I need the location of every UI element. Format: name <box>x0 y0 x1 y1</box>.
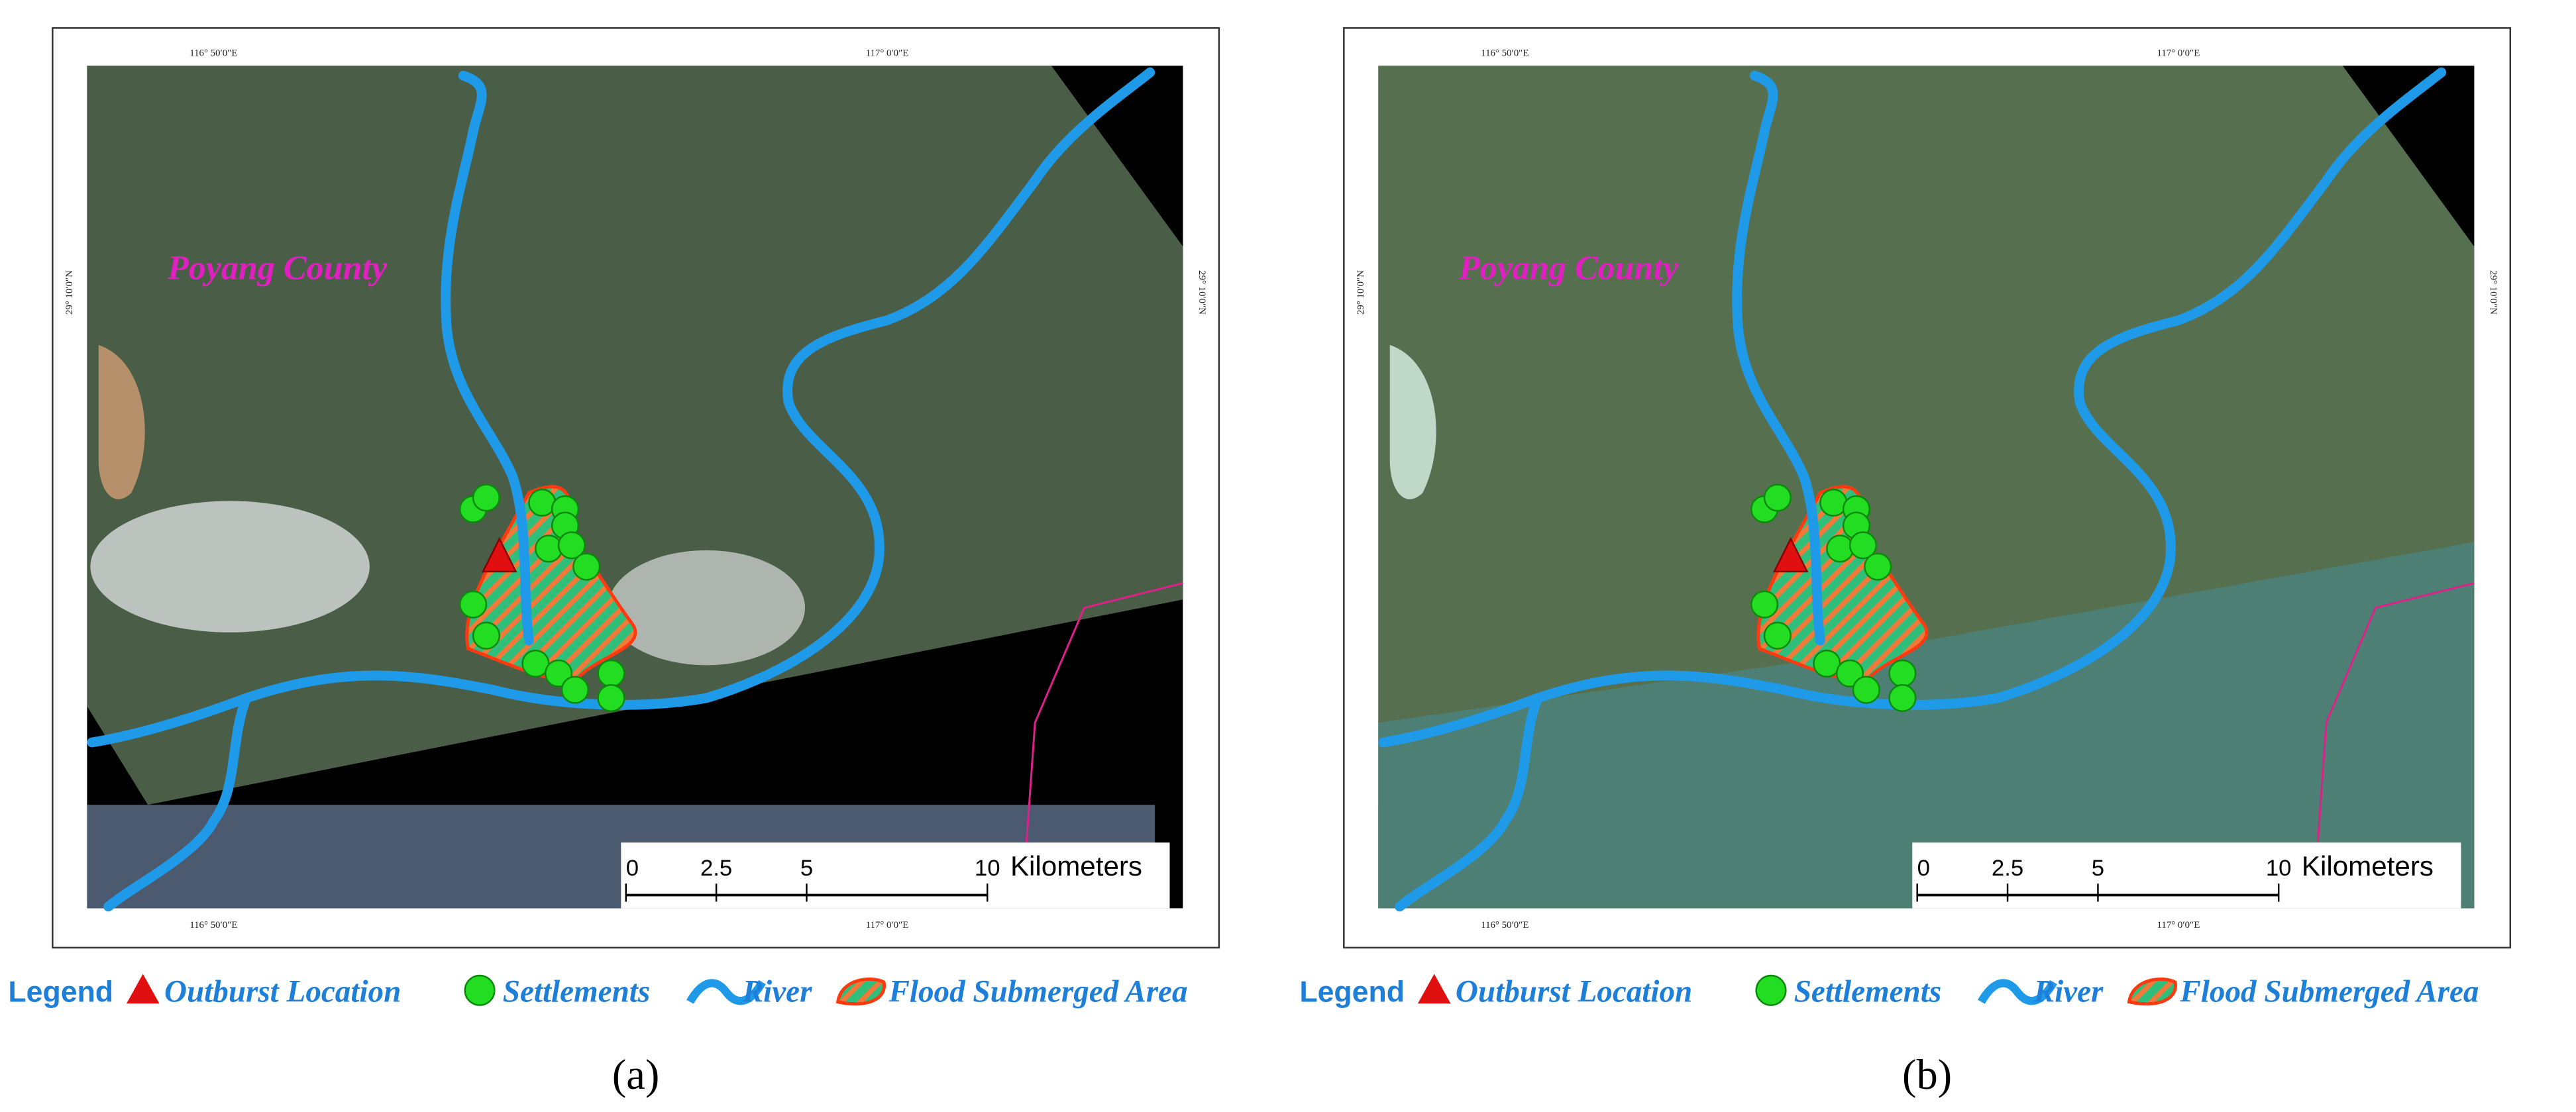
river <box>1378 67 2447 912</box>
legend-circle <box>464 974 496 1006</box>
legend-circle <box>1755 974 1787 1006</box>
legend-flood <box>835 977 886 1006</box>
settlement-marker <box>472 483 501 512</box>
legend-wave <box>1978 979 2057 1005</box>
settlement-marker <box>1849 531 1877 560</box>
settlement-marker <box>561 676 589 704</box>
settlement-marker <box>572 552 601 581</box>
lake <box>1389 344 1436 499</box>
latitude-label: 29° 10′0″N <box>2488 270 2498 315</box>
boundary-line <box>2312 581 2475 909</box>
scale-unit: Kilometers <box>2302 850 2434 882</box>
scale-label: 5 <box>800 856 813 881</box>
longitude-label: 117° 0′0″E <box>2157 920 2200 931</box>
legend-item: River <box>742 975 812 1009</box>
legend-item: Flood Submerged Area <box>2179 975 2479 1009</box>
legend-title: Legend <box>1299 976 1405 1009</box>
outburst-marker <box>481 536 517 573</box>
legend-title: Legend <box>8 976 113 1009</box>
scale-label: 0 <box>626 856 639 881</box>
legend-item: River <box>2033 975 2104 1009</box>
scene-lower <box>1378 542 2475 909</box>
map-panel: Poyang County 116° 50′0″E 116° 50′0″E 117° … <box>8 27 1220 1098</box>
legend-item: Settlements <box>1794 975 1941 1009</box>
legend-triangle <box>126 974 160 1004</box>
settlement-marker <box>1763 483 1792 512</box>
river <box>87 67 1155 912</box>
scale-label: 5 <box>2092 856 2104 881</box>
settlement-marker <box>1819 488 1848 517</box>
scale-box <box>1912 842 2461 909</box>
settlement-marker <box>557 531 586 560</box>
settlement-marker <box>1888 683 1917 713</box>
place-label: Poyang County <box>167 250 388 287</box>
scale-label: 2.5 <box>1992 856 2023 881</box>
settlement-marker <box>459 590 488 619</box>
settlement-marker <box>472 621 501 650</box>
settlement-marker <box>597 683 625 713</box>
scale-unit: Kilometers <box>1010 850 1142 882</box>
satellite-scene <box>87 66 1183 805</box>
longitude-label: 116° 50′0″E <box>1481 48 1529 58</box>
scale-label: 10 <box>2266 856 2292 881</box>
black-corner <box>2342 66 2475 247</box>
scale-label: 10 <box>975 856 1000 881</box>
legend-item: Flood Submerged Area <box>888 975 1187 1009</box>
longitude-label: 117° 0′0″E <box>2157 48 2200 58</box>
latitude-label: 29° 10′0″N <box>64 270 75 315</box>
settlement-marker <box>535 534 563 563</box>
legend-triangle <box>1417 974 1451 1004</box>
settlement-marker <box>597 659 625 687</box>
settlement-marker <box>1763 621 1792 650</box>
boundary-line <box>1020 581 1183 909</box>
longitude-label: 117° 0′0″E <box>866 48 909 58</box>
panel-caption: (b) <box>1902 1051 1952 1098</box>
map-panel: Poyang County 116° 50′0″E 116° 50′0″E 117° … <box>1299 27 2512 1098</box>
longitude-label: 116° 50′0″E <box>1481 920 1529 931</box>
outburst-marker <box>1772 536 1809 573</box>
latitude-label: 29° 10′0″N <box>1356 270 1366 315</box>
longitude-label: 117° 0′0″E <box>866 920 909 931</box>
settlement-marker <box>1888 659 1917 687</box>
lake <box>98 344 145 499</box>
settlement-marker <box>1864 552 1892 581</box>
legend-flood <box>2127 977 2177 1006</box>
scale-box <box>621 842 1170 909</box>
scale-label: 0 <box>1917 856 1930 881</box>
legend-item: Outburst Location <box>164 975 401 1009</box>
cloud <box>90 501 370 632</box>
legend-wave <box>686 979 766 1005</box>
settlement-marker <box>1852 676 1880 704</box>
settlement-marker <box>528 488 557 517</box>
cloud <box>608 550 805 666</box>
longitude-label: 116° 50′0″E <box>189 920 237 931</box>
place-label: Poyang County <box>1458 250 1679 287</box>
panel-caption: (a) <box>612 1051 660 1098</box>
longitude-label: 116° 50′0″E <box>189 48 237 58</box>
legend-item: Settlements <box>503 975 650 1009</box>
legend-item: Outburst Location <box>1456 975 1692 1009</box>
scale-label: 2.5 <box>700 856 732 881</box>
latitude-label: 29° 10′0″N <box>1197 270 1207 315</box>
settlement-marker <box>1750 590 1779 619</box>
settlement-marker <box>1826 534 1854 563</box>
